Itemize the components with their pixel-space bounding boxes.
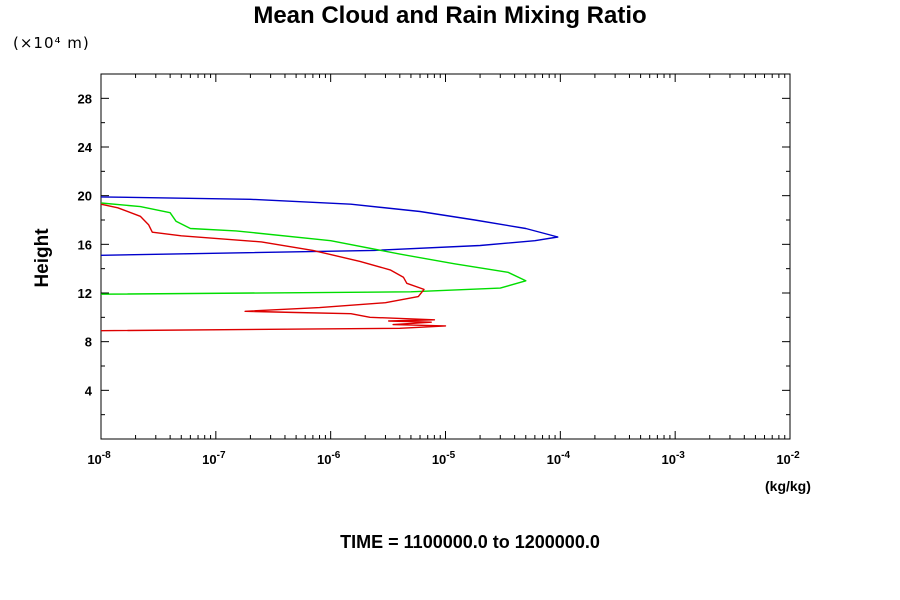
y-tick-label: 28 <box>78 91 92 106</box>
y-axis-unit: (×10⁴ m) <box>13 34 90 52</box>
x-tick-label: 10-8 <box>87 450 111 467</box>
plot-frame <box>100 73 791 440</box>
y-tick-label: 20 <box>78 189 92 204</box>
time-range-label: TIME = 1100000.0 to 1200000.0 <box>340 532 600 552</box>
y-tick-label: 4 <box>85 383 93 398</box>
x-tick-label: 10-4 <box>547 450 571 467</box>
y-tick-label: 24 <box>78 140 93 155</box>
series-line-3 <box>100 203 447 332</box>
y-tick-label: 12 <box>78 286 92 301</box>
series-line-1 <box>100 196 559 256</box>
x-axis-unit: (kg/kg) <box>765 478 811 494</box>
chart-title: Mean Cloud and Rain Mixing Ratio <box>253 2 647 29</box>
x-tick-label: 10-7 <box>202 450 226 467</box>
y-tick-label: 16 <box>78 237 92 252</box>
y-tick-label: 8 <box>85 335 92 350</box>
x-tick-label: 10-5 <box>432 450 456 467</box>
x-tick-label: 10-6 <box>317 450 341 467</box>
series-line-2 <box>100 202 527 295</box>
x-tick-label: 10-3 <box>661 450 685 467</box>
x-tick-label: 10-2 <box>776 450 800 467</box>
